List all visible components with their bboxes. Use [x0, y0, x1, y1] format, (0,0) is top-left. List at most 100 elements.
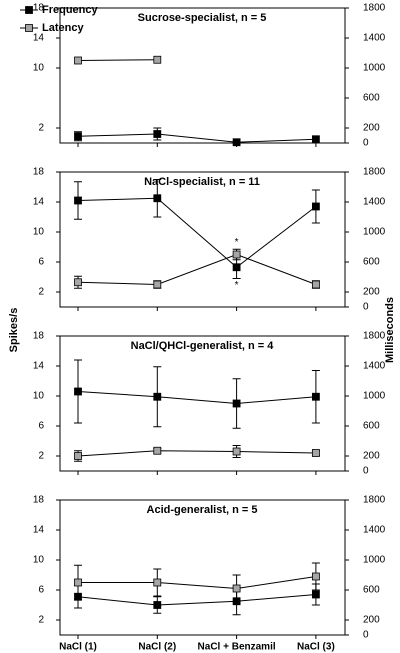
series-line [77, 197, 317, 268]
series-line [77, 133, 316, 143]
y-tick-label: 10 [33, 555, 45, 566]
y2-tick-label: 0 [363, 302, 369, 313]
y-tick-label: 2 [38, 123, 44, 134]
x-tick-label: NaCl (3) [297, 642, 335, 653]
y-tick-label: 2 [38, 287, 44, 298]
y-tick-label: 10 [33, 227, 45, 238]
y2-tick-label: 200 [363, 615, 380, 626]
marker [74, 452, 82, 460]
y2-tick-label: 1000 [363, 555, 386, 566]
marker [153, 392, 162, 401]
y2-tick-label: 600 [363, 421, 380, 432]
series-line [77, 59, 158, 61]
y2-tick-label: 1400 [363, 197, 386, 208]
y2-tick-label: 1000 [363, 391, 386, 402]
y2-tick-label: 1400 [363, 33, 386, 44]
y-tick-label: 18 [33, 167, 45, 178]
y2-axis-label: Milliseconds [384, 297, 396, 363]
panel-title: Acid-generalist, n = 5 [147, 504, 258, 516]
y-tick-label: 10 [33, 391, 45, 402]
marker [74, 132, 82, 141]
plot-frame [59, 499, 346, 636]
marker [232, 250, 241, 259]
y2-tick-label: 1800 [363, 331, 386, 342]
y2-tick-label: 1000 [363, 227, 386, 238]
series-line [77, 450, 316, 457]
marker [74, 387, 82, 396]
plot-frame [59, 335, 346, 472]
y2-tick-label: 0 [363, 138, 369, 149]
y2-tick-label: 1800 [363, 495, 386, 506]
y2-tick-label: 0 [363, 630, 369, 641]
marker [311, 449, 320, 457]
y-tick-label: 6 [38, 421, 44, 432]
series-line [77, 253, 317, 286]
y2-tick-label: 200 [363, 451, 380, 462]
y-tick-label: 10 [33, 63, 45, 74]
y-axis-label: Spikes/s [8, 308, 20, 353]
y2-tick-label: 1400 [363, 361, 386, 372]
y-tick-label: 14 [33, 33, 45, 44]
y-tick-label: 6 [38, 257, 44, 268]
marker [232, 263, 241, 272]
y-tick-label: 2 [38, 615, 44, 626]
y2-tick-label: 1400 [363, 525, 386, 536]
y2-tick-label: 200 [363, 123, 380, 134]
marker [74, 278, 82, 287]
y2-tick-label: 0 [363, 466, 369, 477]
marker [232, 447, 241, 456]
x-tick-label: NaCl + Benzamil [198, 642, 276, 653]
marker [74, 56, 82, 65]
series-line [77, 594, 316, 606]
marker [311, 202, 320, 211]
y2-tick-label: 600 [363, 257, 380, 268]
marker [232, 138, 241, 147]
panel-title: NaCl-specialist, n = 11 [144, 176, 260, 188]
x-tick-label: NaCl (2) [138, 642, 176, 653]
legend-marker [25, 6, 33, 14]
y-tick-label: 18 [33, 495, 45, 506]
marker [311, 590, 320, 599]
marker [153, 55, 162, 64]
y2-tick-label: 1800 [363, 167, 386, 178]
plot-frame [59, 171, 346, 308]
y-tick-label: 18 [33, 331, 45, 342]
legend-label: Latency [42, 22, 84, 34]
y-tick-label: 14 [33, 361, 45, 372]
legend-label: Frequency [42, 4, 99, 16]
marker [153, 130, 162, 138]
series-line [77, 391, 316, 405]
marker [153, 601, 162, 609]
y-tick-label: 2 [38, 451, 44, 462]
annotation: * [235, 237, 239, 248]
marker [153, 194, 162, 203]
y2-tick-label: 1800 [363, 3, 386, 14]
marker [232, 584, 241, 593]
y2-tick-label: 1000 [363, 63, 386, 74]
y-tick-label: 6 [38, 585, 44, 596]
x-tick-label: NaCl (1) [59, 642, 97, 653]
marker [153, 446, 162, 455]
marker [153, 280, 162, 289]
y-tick-label: 18 [33, 3, 45, 14]
marker [311, 572, 320, 581]
marker [311, 135, 320, 144]
marker [74, 196, 82, 205]
panel-title: Sucrose-specialist, n = 5 [138, 12, 267, 24]
annotation: * [235, 280, 239, 291]
marker [74, 578, 82, 587]
marker [311, 392, 320, 401]
y2-tick-label: 600 [363, 93, 380, 104]
plot-frame [59, 7, 346, 144]
marker [232, 399, 241, 408]
y2-tick-label: 200 [363, 287, 380, 298]
y-tick-label: 14 [33, 525, 45, 536]
series-line [78, 576, 316, 590]
marker [153, 578, 162, 587]
marker [311, 280, 320, 289]
y-tick-label: 14 [33, 197, 45, 208]
panel-title: NaCl/QHCl-generalist, n = 4 [131, 340, 275, 352]
legend-marker [25, 24, 33, 32]
y2-tick-label: 600 [363, 585, 380, 596]
